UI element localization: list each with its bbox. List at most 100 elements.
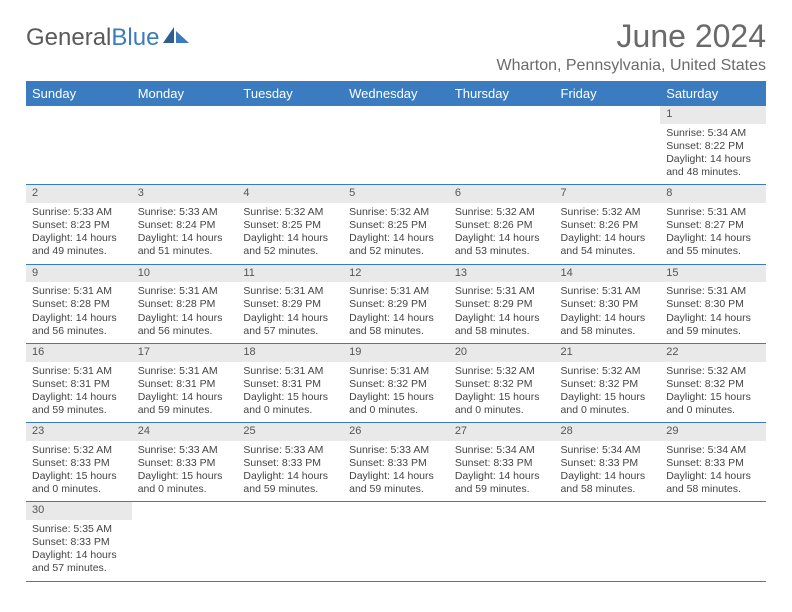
- sunset-text: Sunset: 8:32 PM: [455, 378, 549, 391]
- sunrise-text: Sunrise: 5:31 AM: [138, 285, 232, 298]
- day-number-row: 1: [26, 106, 766, 124]
- sunset-text: Sunset: 8:28 PM: [32, 298, 126, 311]
- daylight-text: Daylight: 14 hours and 58 minutes.: [455, 312, 549, 338]
- sunset-text: Sunset: 8:33 PM: [243, 457, 337, 470]
- day-number-cell: 8: [660, 185, 766, 203]
- daylight-text: Daylight: 14 hours and 59 minutes.: [349, 470, 443, 496]
- daylight-text: Daylight: 15 hours and 0 minutes.: [32, 470, 126, 496]
- sunrise-text: Sunrise: 5:32 AM: [455, 206, 549, 219]
- day-number-cell: 3: [132, 185, 238, 203]
- day-detail-row: Sunrise: 5:33 AMSunset: 8:23 PMDaylight:…: [26, 203, 766, 264]
- sunset-text: Sunset: 8:26 PM: [561, 219, 655, 232]
- sunset-text: Sunset: 8:24 PM: [138, 219, 232, 232]
- day-number-cell: 4: [237, 185, 343, 203]
- sunrise-text: Sunrise: 5:33 AM: [138, 444, 232, 457]
- day-number-cell: 14: [555, 264, 661, 282]
- day-number-cell: [132, 502, 238, 520]
- day-detail-cell: Sunrise: 5:35 AMSunset: 8:33 PMDaylight:…: [26, 520, 132, 581]
- day-number-cell: 27: [449, 423, 555, 441]
- day-detail-cell: Sunrise: 5:34 AMSunset: 8:33 PMDaylight:…: [660, 441, 766, 502]
- day-number-cell: 10: [132, 264, 238, 282]
- sunset-text: Sunset: 8:26 PM: [455, 219, 549, 232]
- day-number-cell: 18: [237, 343, 343, 361]
- sunset-text: Sunset: 8:31 PM: [32, 378, 126, 391]
- sunrise-text: Sunrise: 5:34 AM: [666, 127, 760, 140]
- daylight-text: Daylight: 15 hours and 0 minutes.: [455, 391, 549, 417]
- day-number-cell: 23: [26, 423, 132, 441]
- day-detail-cell: Sunrise: 5:31 AMSunset: 8:30 PMDaylight:…: [555, 282, 661, 343]
- weekday-header-row: SundayMondayTuesdayWednesdayThursdayFrid…: [26, 81, 766, 106]
- sunrise-text: Sunrise: 5:33 AM: [32, 206, 126, 219]
- daylight-text: Daylight: 14 hours and 54 minutes.: [561, 232, 655, 258]
- sunrise-text: Sunrise: 5:31 AM: [666, 285, 760, 298]
- day-number-cell: 29: [660, 423, 766, 441]
- day-number-cell: [343, 106, 449, 124]
- day-number-cell: 25: [237, 423, 343, 441]
- day-number-row: 23242526272829: [26, 423, 766, 441]
- logo: GeneralBlue: [26, 18, 189, 52]
- daylight-text: Daylight: 15 hours and 0 minutes.: [561, 391, 655, 417]
- sunrise-text: Sunrise: 5:31 AM: [138, 365, 232, 378]
- day-detail-cell: Sunrise: 5:31 AMSunset: 8:29 PMDaylight:…: [343, 282, 449, 343]
- day-detail-cell: [26, 124, 132, 185]
- sunrise-text: Sunrise: 5:32 AM: [455, 365, 549, 378]
- daylight-text: Daylight: 15 hours and 0 minutes.: [349, 391, 443, 417]
- day-number-cell: 21: [555, 343, 661, 361]
- day-detail-row: Sunrise: 5:35 AMSunset: 8:33 PMDaylight:…: [26, 520, 766, 581]
- month-title: June 2024: [497, 18, 766, 55]
- day-detail-cell: [660, 520, 766, 581]
- sunrise-text: Sunrise: 5:34 AM: [666, 444, 760, 457]
- day-detail-cell: Sunrise: 5:34 AMSunset: 8:33 PMDaylight:…: [555, 441, 661, 502]
- sunrise-text: Sunrise: 5:31 AM: [243, 365, 337, 378]
- logo-text-blue: Blue: [111, 24, 159, 52]
- sunset-text: Sunset: 8:25 PM: [349, 219, 443, 232]
- daylight-text: Daylight: 14 hours and 48 minutes.: [666, 153, 760, 179]
- day-detail-cell: [132, 520, 238, 581]
- day-detail-row: Sunrise: 5:31 AMSunset: 8:31 PMDaylight:…: [26, 362, 766, 423]
- sunrise-text: Sunrise: 5:31 AM: [349, 365, 443, 378]
- daylight-text: Daylight: 14 hours and 58 minutes.: [666, 470, 760, 496]
- day-detail-cell: Sunrise: 5:32 AMSunset: 8:26 PMDaylight:…: [555, 203, 661, 264]
- day-detail-cell: Sunrise: 5:34 AMSunset: 8:22 PMDaylight:…: [660, 124, 766, 185]
- sunset-text: Sunset: 8:30 PM: [666, 298, 760, 311]
- day-detail-cell: Sunrise: 5:32 AMSunset: 8:25 PMDaylight:…: [237, 203, 343, 264]
- day-detail-cell: Sunrise: 5:31 AMSunset: 8:28 PMDaylight:…: [26, 282, 132, 343]
- sunset-text: Sunset: 8:33 PM: [561, 457, 655, 470]
- day-number-cell: 22: [660, 343, 766, 361]
- sunrise-text: Sunrise: 5:31 AM: [32, 365, 126, 378]
- sunrise-text: Sunrise: 5:31 AM: [561, 285, 655, 298]
- sunrise-text: Sunrise: 5:32 AM: [666, 365, 760, 378]
- sunrise-text: Sunrise: 5:32 AM: [32, 444, 126, 457]
- sunrise-text: Sunrise: 5:33 AM: [349, 444, 443, 457]
- day-number-cell: [343, 502, 449, 520]
- sunset-text: Sunset: 8:28 PM: [138, 298, 232, 311]
- day-number-cell: 20: [449, 343, 555, 361]
- daylight-text: Daylight: 14 hours and 58 minutes.: [561, 312, 655, 338]
- sunset-text: Sunset: 8:22 PM: [666, 140, 760, 153]
- sunset-text: Sunset: 8:32 PM: [666, 378, 760, 391]
- weekday-header: Friday: [555, 81, 661, 106]
- day-detail-cell: Sunrise: 5:32 AMSunset: 8:32 PMDaylight:…: [449, 362, 555, 423]
- day-number-cell: [237, 502, 343, 520]
- day-detail-cell: Sunrise: 5:32 AMSunset: 8:25 PMDaylight:…: [343, 203, 449, 264]
- sunset-text: Sunset: 8:33 PM: [32, 536, 126, 549]
- daylight-text: Daylight: 14 hours and 51 minutes.: [138, 232, 232, 258]
- daylight-text: Daylight: 15 hours and 0 minutes.: [138, 470, 232, 496]
- day-detail-cell: Sunrise: 5:31 AMSunset: 8:31 PMDaylight:…: [237, 362, 343, 423]
- sunset-text: Sunset: 8:29 PM: [243, 298, 337, 311]
- daylight-text: Daylight: 14 hours and 57 minutes.: [32, 549, 126, 575]
- sunset-text: Sunset: 8:30 PM: [561, 298, 655, 311]
- day-detail-cell: [555, 124, 661, 185]
- daylight-text: Daylight: 14 hours and 59 minutes.: [32, 391, 126, 417]
- sunrise-text: Sunrise: 5:34 AM: [561, 444, 655, 457]
- day-detail-cell: Sunrise: 5:32 AMSunset: 8:32 PMDaylight:…: [660, 362, 766, 423]
- calendar-table: SundayMondayTuesdayWednesdayThursdayFrid…: [26, 81, 766, 582]
- day-detail-cell: Sunrise: 5:31 AMSunset: 8:29 PMDaylight:…: [449, 282, 555, 343]
- day-number-cell: 11: [237, 264, 343, 282]
- day-detail-cell: Sunrise: 5:34 AMSunset: 8:33 PMDaylight:…: [449, 441, 555, 502]
- day-number-cell: 16: [26, 343, 132, 361]
- day-number-row: 9101112131415: [26, 264, 766, 282]
- day-number-cell: 13: [449, 264, 555, 282]
- day-detail-cell: Sunrise: 5:33 AMSunset: 8:33 PMDaylight:…: [343, 441, 449, 502]
- day-detail-cell: Sunrise: 5:32 AMSunset: 8:32 PMDaylight:…: [555, 362, 661, 423]
